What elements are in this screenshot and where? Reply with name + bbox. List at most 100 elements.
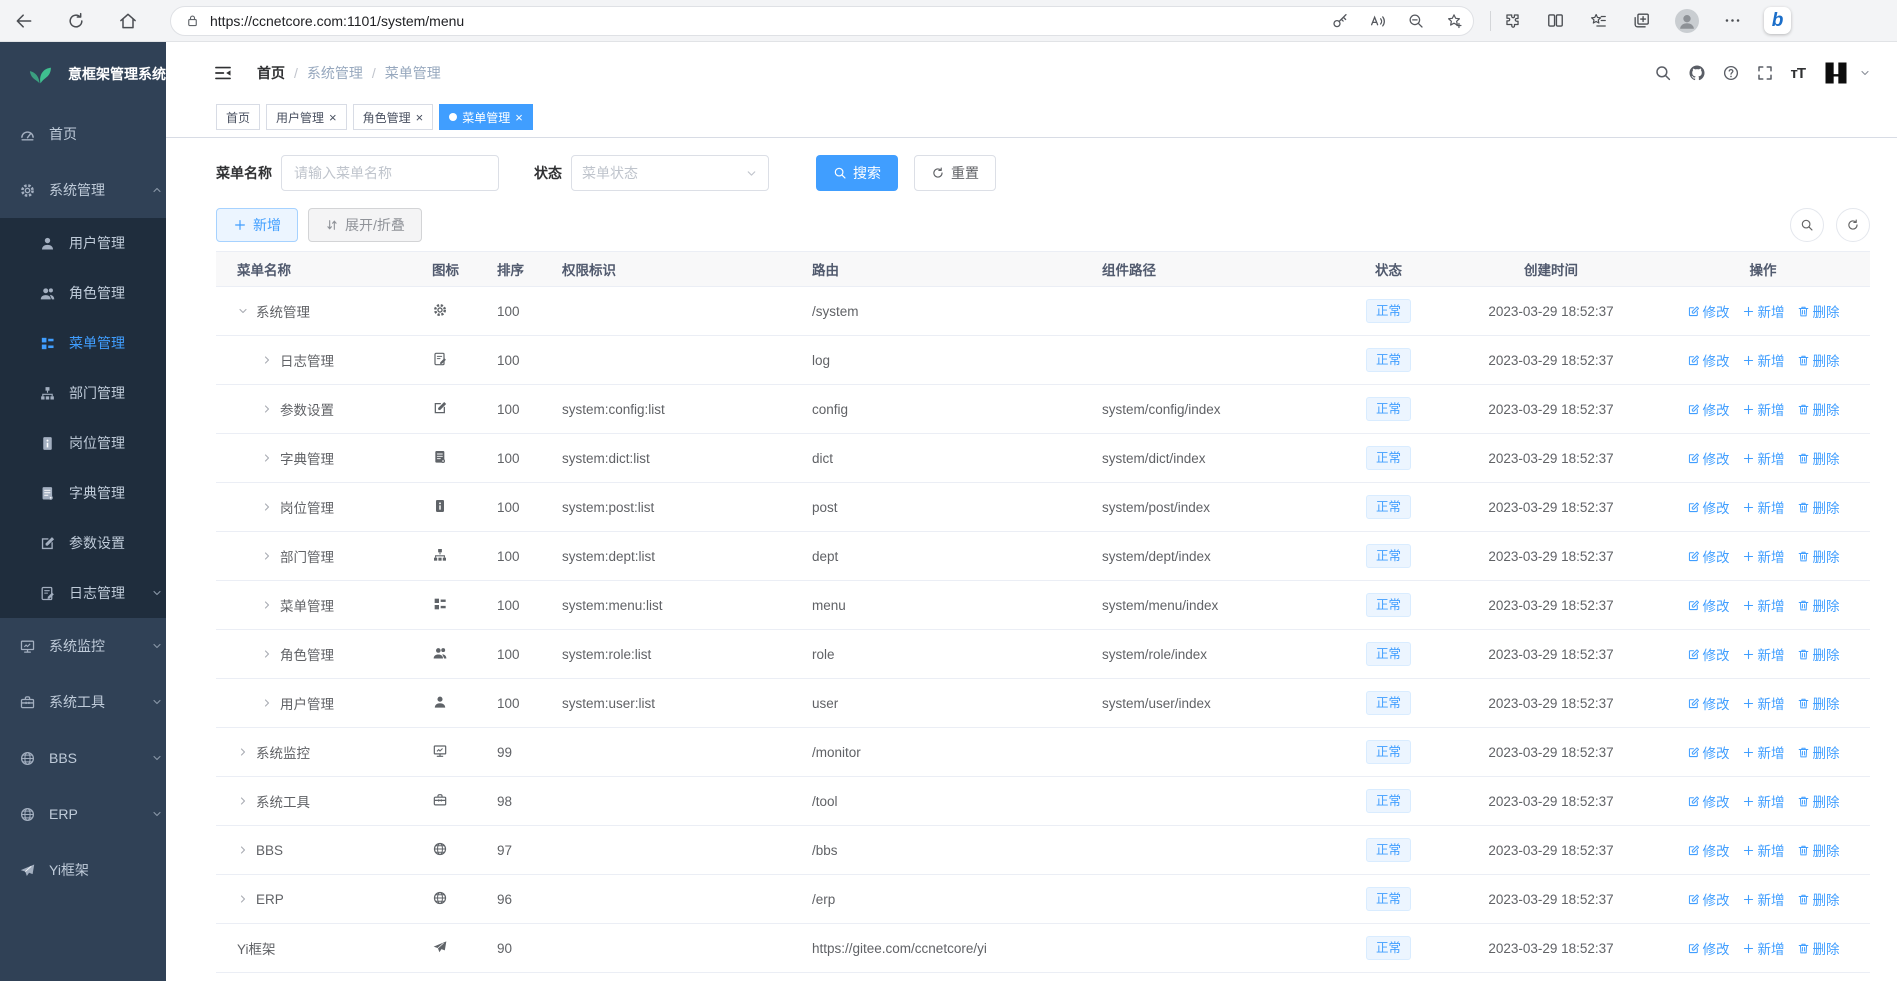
tree-expand-icon[interactable] (261, 403, 273, 415)
delete-link[interactable]: 删除 (1797, 889, 1840, 909)
add-button[interactable]: 新增 (216, 208, 298, 242)
bing-chat-icon[interactable]: b (1764, 7, 1791, 34)
delete-link[interactable]: 删除 (1797, 791, 1840, 811)
sidebar-item-system-mgmt[interactable]: 系统管理 (0, 162, 166, 218)
search-icon[interactable] (1654, 64, 1672, 82)
edit-link[interactable]: 修改 (1687, 889, 1730, 909)
address-bar[interactable]: https://ccnetcore.com:1101/system/menu (170, 5, 1474, 36)
caret-down-icon[interactable] (1859, 67, 1871, 79)
home-icon[interactable] (118, 11, 138, 31)
add-link[interactable]: 新增 (1742, 644, 1785, 664)
edit-link[interactable]: 修改 (1687, 595, 1730, 615)
breadcrumb-home[interactable]: 首页 (257, 65, 285, 81)
refresh-icon[interactable] (66, 11, 86, 31)
add-link[interactable]: 新增 (1742, 791, 1785, 811)
sidebar-item-config[interactable]: 参数设置 (0, 518, 166, 568)
tree-expand-icon[interactable] (261, 648, 273, 660)
add-link[interactable]: 新增 (1742, 448, 1785, 468)
delete-link[interactable]: 删除 (1797, 595, 1840, 615)
edit-link[interactable]: 修改 (1687, 301, 1730, 321)
close-icon[interactable] (515, 111, 523, 124)
close-icon[interactable] (416, 111, 424, 124)
edit-link[interactable]: 修改 (1687, 938, 1730, 958)
refresh-table-button[interactable] (1836, 208, 1870, 242)
edit-link[interactable]: 修改 (1687, 742, 1730, 762)
edit-link[interactable]: 修改 (1687, 497, 1730, 517)
sidebar-item-yi-framework[interactable]: Yi框架 (0, 842, 166, 898)
delete-link[interactable]: 删除 (1797, 644, 1840, 664)
toggle-search-button[interactable] (1790, 208, 1824, 242)
tree-expand-icon[interactable] (261, 697, 273, 709)
sidebar-item-tool[interactable]: 系统工具 (0, 674, 166, 730)
user-avatar[interactable] (1821, 59, 1851, 87)
url-text[interactable]: https://ccnetcore.com:1101/system/menu (210, 12, 465, 29)
delete-link[interactable]: 删除 (1797, 840, 1840, 860)
github-icon[interactable] (1688, 64, 1706, 82)
add-link[interactable]: 新增 (1742, 399, 1785, 419)
question-icon[interactable] (1722, 64, 1740, 82)
tree-collapse-icon[interactable] (237, 305, 249, 317)
favorites-icon[interactable] (1589, 11, 1608, 30)
tab-user-mgmt[interactable]: 用户管理 (266, 104, 347, 130)
read-aloud-icon[interactable] (1369, 12, 1387, 30)
zoom-out-icon[interactable] (1407, 12, 1425, 30)
delete-link[interactable]: 删除 (1797, 301, 1840, 321)
tab-role-mgmt[interactable]: 角色管理 (352, 104, 434, 130)
tree-expand-icon[interactable] (237, 893, 249, 905)
edit-link[interactable]: 修改 (1687, 693, 1730, 713)
sidebar-item-bbs[interactable]: BBS (0, 730, 166, 786)
close-icon[interactable] (329, 111, 337, 124)
edit-link[interactable]: 修改 (1687, 399, 1730, 419)
delete-link[interactable]: 删除 (1797, 448, 1840, 468)
tree-expand-icon[interactable] (261, 550, 273, 562)
tree-expand-icon[interactable] (237, 746, 249, 758)
tree-expand-icon[interactable] (261, 599, 273, 611)
font-size-icon[interactable]: тT (1790, 64, 1805, 82)
sidebar-item-log-mgmt[interactable]: 日志管理 (0, 568, 166, 618)
edit-link[interactable]: 修改 (1687, 644, 1730, 664)
edit-link[interactable]: 修改 (1687, 546, 1730, 566)
reset-button[interactable]: 重置 (914, 155, 996, 191)
delete-link[interactable]: 删除 (1797, 350, 1840, 370)
sidebar-item-dict-mgmt[interactable]: 字典管理 (0, 468, 166, 518)
add-link[interactable]: 新增 (1742, 350, 1785, 370)
add-link[interactable]: 新增 (1742, 497, 1785, 517)
tab-home[interactable]: 首页 (216, 104, 261, 130)
tree-expand-icon[interactable] (261, 452, 273, 464)
edit-link[interactable]: 修改 (1687, 350, 1730, 370)
add-link[interactable]: 新增 (1742, 546, 1785, 566)
fullscreen-icon[interactable] (1756, 64, 1774, 82)
more-dots-icon[interactable] (1723, 11, 1742, 30)
edit-link[interactable]: 修改 (1687, 448, 1730, 468)
sidebar-collapse-icon[interactable] (213, 63, 233, 83)
add-link[interactable]: 新增 (1742, 693, 1785, 713)
sidebar-item-home[interactable]: 首页 (0, 106, 166, 162)
delete-link[interactable]: 删除 (1797, 497, 1840, 517)
delete-link[interactable]: 删除 (1797, 938, 1840, 958)
tree-expand-icon[interactable] (237, 795, 249, 807)
delete-link[interactable]: 删除 (1797, 546, 1840, 566)
sidebar-item-erp[interactable]: ERP (0, 786, 166, 842)
tab-menu-mgmt[interactable]: 菜单管理 (439, 104, 533, 130)
add-link[interactable]: 新增 (1742, 595, 1785, 615)
sidebar-item-post-mgmt[interactable]: 岗位管理 (0, 418, 166, 468)
star-add-icon[interactable] (1445, 12, 1463, 30)
delete-link[interactable]: 删除 (1797, 693, 1840, 713)
sidebar-item-role-mgmt[interactable]: 角色管理 (0, 268, 166, 318)
sidebar-item-user-mgmt[interactable]: 用户管理 (0, 218, 166, 268)
add-link[interactable]: 新增 (1742, 301, 1785, 321)
tree-expand-icon[interactable] (261, 354, 273, 366)
search-button[interactable]: 搜索 (816, 155, 898, 191)
edit-link[interactable]: 修改 (1687, 791, 1730, 811)
split-screen-icon[interactable] (1546, 11, 1565, 30)
sidebar-item-dept-mgmt[interactable]: 部门管理 (0, 368, 166, 418)
expand-collapse-button[interactable]: 展开/折叠 (308, 208, 422, 242)
add-link[interactable]: 新增 (1742, 840, 1785, 860)
sidebar-item-monitor[interactable]: 系统监控 (0, 618, 166, 674)
status-select[interactable]: 菜单状态 (571, 155, 769, 191)
collections-icon[interactable] (1632, 11, 1651, 30)
essentials-icon[interactable] (1503, 11, 1522, 30)
add-link[interactable]: 新增 (1742, 938, 1785, 958)
add-link[interactable]: 新增 (1742, 889, 1785, 909)
delete-link[interactable]: 删除 (1797, 742, 1840, 762)
